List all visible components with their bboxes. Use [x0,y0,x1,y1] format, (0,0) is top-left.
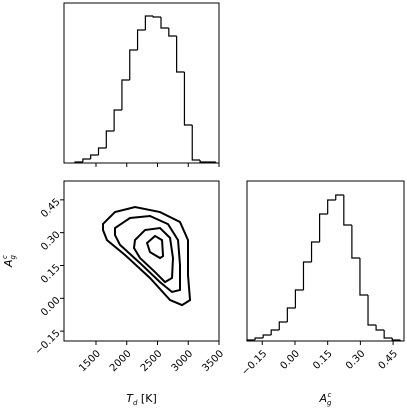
histogram-bin [152,16,161,18]
x-tick-label: 2000 [108,348,134,374]
histogram-bin [278,321,288,330]
x-tick-label: 3500 [200,348,226,374]
x-tick-label: 0.15 [311,348,335,372]
histogram-bin [310,241,320,262]
histogram-bin [335,194,344,200]
histogram-bin [129,49,138,80]
histogram-bin [351,225,360,259]
histogram-bin [183,72,193,126]
y-tick-label: −0.15 [33,328,62,357]
histogram-bin [270,329,280,335]
label-main: T [126,392,134,405]
label-main: A [319,392,328,405]
contour-line [101,206,192,307]
histogram-bin [319,213,328,242]
histogram-bin [97,147,107,155]
axes-frame [63,2,220,164]
histogram-bin [391,338,401,341]
histogram-bin [367,295,377,326]
histogram-bin [82,158,91,162]
histogram-bin [286,307,296,322]
x-tick-label: 0.30 [344,348,368,372]
contour-line [113,214,182,294]
axis-label: Td [K] [126,392,156,407]
histogram-bin [383,330,393,339]
histogram-bin [144,15,154,30]
histogram-bin [246,339,256,341]
x-tick-label: 0.45 [377,348,401,372]
histogram-bin [327,199,336,214]
x-tick-label: 3000 [170,348,196,374]
label-sup: c [1,255,9,259]
contour-line [145,234,165,260]
histogram-bin [343,195,352,226]
histogram-bin [113,109,122,131]
histogram-bin [191,125,201,161]
histogram-bin [176,36,185,73]
histogram-bin [262,334,272,338]
histogram-bin [302,261,312,290]
y-tick-label: 0.45 [39,197,63,221]
histogram-bin [105,130,115,148]
histogram-bin [294,289,304,308]
axis-label: Agc [1,254,17,268]
histogram-bin [254,337,264,340]
histogram-bin [359,258,369,296]
histogram-bin [121,79,130,110]
axes-frame [246,180,405,342]
histogram-bin [168,28,177,37]
label-sub: g [9,254,17,259]
contour-line [132,227,174,284]
label-sub: g [327,399,332,407]
y-tick-label: 0.00 [39,295,63,319]
axes-frame [63,180,220,342]
y-tick-label: 0.30 [39,229,63,253]
histogram-bin [375,325,385,331]
histogram-bin [74,161,83,163]
x-tick-label: 0.00 [279,348,303,372]
axis-label: Agc [319,391,333,407]
x-tick-label: 2500 [139,348,165,374]
x-tick-label: 1500 [77,348,103,374]
x-tick-label: −0.15 [240,348,269,377]
histogram-bin [199,160,208,163]
histogram-bin [90,154,99,159]
label-sup: c [327,391,331,399]
histogram-bin [160,17,169,29]
label-sub: d [133,399,138,407]
y-tick-label: 0.15 [39,262,63,286]
label-main: A [2,259,15,268]
label-unit: [K] [137,392,156,405]
histogram-bin [136,29,146,50]
